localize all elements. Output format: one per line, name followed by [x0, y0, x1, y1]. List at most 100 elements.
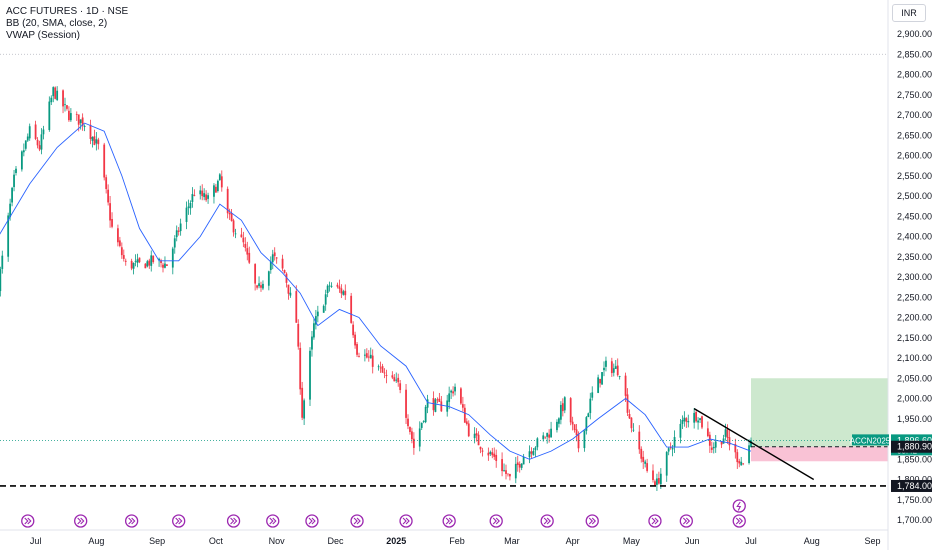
candle-body [28, 126, 31, 139]
candle-body [111, 218, 113, 227]
candle-body [530, 451, 533, 454]
candle-body [426, 399, 429, 408]
candle-body [34, 124, 37, 139]
candle-body [536, 438, 539, 448]
candle-body [166, 264, 168, 266]
candle-body [656, 478, 658, 485]
candle-body [420, 422, 423, 428]
earnings-chevron-icon [230, 517, 238, 525]
candle-body [509, 474, 511, 477]
candle-body [162, 264, 164, 268]
chart-legend: ACC FUTURES · 1D · NSE BB (20, SMA, clos… [6, 6, 128, 42]
candle-body [1, 255, 4, 269]
candle-body [152, 255, 155, 263]
candle-body [15, 168, 17, 174]
candle-body [407, 418, 409, 427]
vwap-indicator-label[interactable]: VWAP (Session) [6, 30, 80, 41]
candle-body [271, 254, 274, 263]
candle-body [365, 353, 368, 358]
y-tick-label: 2,750.00 [897, 90, 932, 100]
candle-body [201, 190, 204, 197]
indicator-lines [0, 122, 888, 487]
candle-body [522, 456, 525, 465]
candle-body [109, 203, 111, 221]
earnings-chevron-icon [128, 517, 136, 525]
candle-body [48, 101, 51, 130]
candle-body [322, 305, 325, 313]
earnings-chevron-icon [269, 517, 277, 525]
candle-body [246, 248, 249, 255]
y-tick-label: 2,550.00 [897, 171, 932, 181]
candle-body [391, 375, 394, 378]
candle-body [207, 195, 209, 199]
candle-body [710, 447, 713, 450]
y-tick-label: 2,000.00 [897, 394, 932, 404]
candle-body [687, 421, 690, 423]
candle-body [479, 446, 482, 450]
candle-body [191, 194, 194, 202]
candle-body [105, 177, 108, 189]
candle-body [234, 233, 237, 235]
earnings-chevron-icon [175, 517, 183, 525]
candle-body [232, 220, 235, 233]
candle-body [350, 295, 353, 323]
candle-body [720, 441, 723, 445]
candle-body [132, 262, 135, 269]
candle-body [50, 97, 53, 103]
y-tick-label: 2,050.00 [897, 373, 932, 383]
y-tick-label: 2,100.00 [897, 353, 932, 363]
price-axis-background [888, 0, 932, 550]
candle-body [708, 434, 711, 446]
candle-body [352, 324, 355, 336]
candle-body [330, 285, 333, 287]
symbol-title[interactable]: ACC FUTURES · 1D · NSE [6, 6, 129, 17]
bb-indicator-label[interactable]: BB (20, SMA, close, 2) [6, 18, 108, 29]
candle-body [324, 294, 327, 305]
candle-body [583, 430, 586, 449]
candle-body [122, 255, 125, 259]
candle-body [75, 114, 78, 115]
candle-body [644, 461, 647, 464]
currency-selector[interactable]: INR [892, 4, 926, 22]
candle-body [205, 194, 208, 201]
candle-body [589, 398, 592, 414]
candle-body [81, 117, 84, 126]
candle-body [342, 291, 345, 295]
candle-body [546, 432, 549, 437]
candle-body [657, 478, 660, 484]
candle-body [68, 110, 70, 121]
x-tick-label: Oct [209, 536, 224, 546]
y-tick-label: 1,950.00 [897, 414, 932, 424]
candle-body [267, 271, 270, 286]
candle-body [399, 383, 402, 391]
candle-body [117, 228, 119, 243]
candle-body [187, 206, 190, 208]
candle-body [612, 368, 615, 373]
candle-body [213, 185, 215, 197]
x-tick-label: Feb [449, 536, 465, 546]
candle-body [148, 260, 151, 266]
support-price-value: 1,784.00 [897, 481, 932, 491]
candle-body [642, 456, 645, 462]
symbol-tag-label: ACCN2025 [850, 436, 891, 445]
candle-body [385, 374, 388, 377]
candle-body [203, 193, 206, 198]
x-tick-label: Sep [865, 536, 881, 546]
candle-body [477, 434, 480, 446]
y-tick-label: 2,500.00 [897, 191, 932, 201]
candle-body [448, 393, 451, 402]
candle-body [450, 390, 453, 393]
candle-body [244, 243, 247, 248]
candle-body [624, 375, 627, 396]
candle-body [514, 463, 517, 479]
x-tick-label: Nov [269, 536, 286, 546]
candle-body [303, 400, 306, 419]
candle-body [338, 286, 341, 289]
candle-body [54, 87, 57, 99]
candle-body [20, 151, 23, 170]
candle-body [177, 230, 180, 232]
candle-body [269, 261, 272, 271]
